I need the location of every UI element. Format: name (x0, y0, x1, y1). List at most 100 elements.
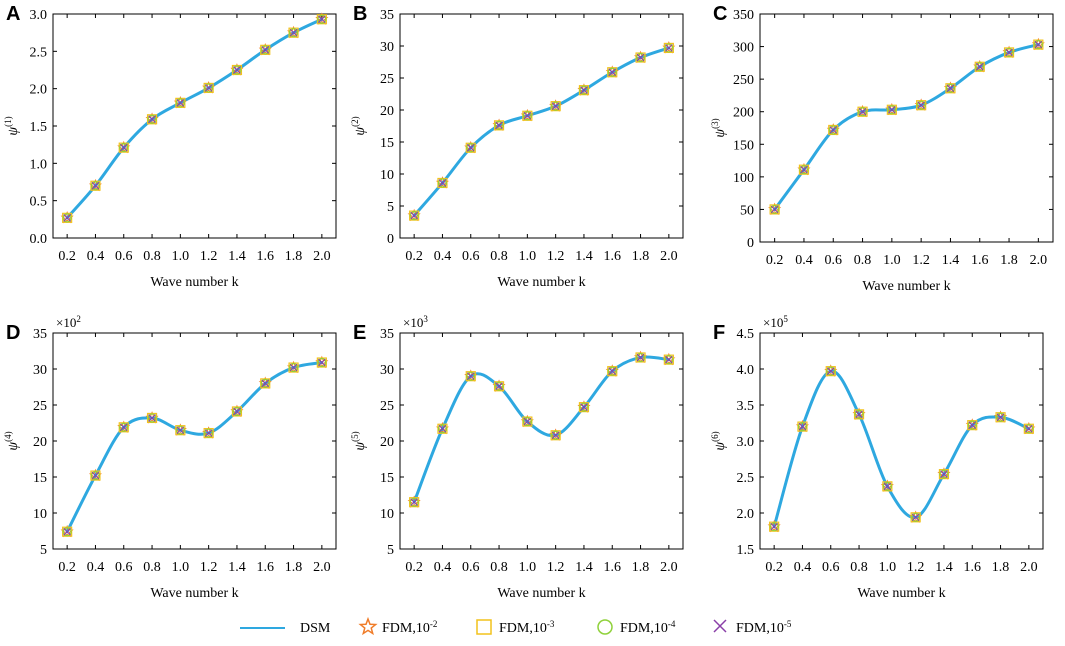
data-point-group (60, 524, 74, 538)
fdm-1e-4-circle-marker (494, 120, 504, 130)
y-tick-label: 30 (33, 363, 47, 378)
y-tick-label: 5 (387, 200, 394, 215)
fdm-1e-4-circle-marker (175, 98, 185, 108)
fdm-1e-5-cross-marker (495, 382, 503, 391)
plot-frame (399, 332, 684, 550)
x-tick-label: 0.6 (462, 249, 480, 264)
plot-frame (52, 13, 337, 239)
x-tick-label: 1.6 (964, 560, 982, 575)
data-point-group (577, 83, 591, 96)
data-point-group (973, 59, 987, 73)
fdm-1e-4-circle-marker (232, 406, 242, 417)
fdm-1e-5-cross-marker (975, 62, 984, 71)
data-point-group (634, 350, 648, 364)
y-tick-label: 2.0 (30, 83, 48, 98)
x-tick-label: 2.0 (313, 560, 331, 575)
fdm-1e-5-cross-marker (1005, 48, 1013, 57)
x-tick-label: 2.0 (1020, 560, 1038, 575)
y-tick-label: 20 (380, 104, 394, 119)
fdm-1e-4-circle-marker (551, 430, 561, 440)
x-tick-label: 1.4 (228, 560, 246, 575)
x-axis-label: Wave number k (150, 275, 238, 290)
fdm-1e-4-circle-marker (551, 101, 561, 111)
fdm-1e-5-cross-marker (770, 205, 779, 214)
fdm-1e-5-cross-marker (940, 470, 948, 478)
legend: DSM FDM,10-2 FDM,10-3 FDM,10-4 FDM,10-5 (240, 616, 792, 636)
y-tick-label: 10 (380, 168, 394, 183)
x-tick-label: 0.4 (795, 253, 813, 268)
fdm-1e-5-cross-marker (770, 522, 779, 531)
y-tick-label: 300 (733, 41, 754, 56)
fdm-1e-4-circle-marker (607, 67, 617, 77)
x-tick-label: 0.8 (850, 560, 868, 575)
fdm-1e-5-cross-marker (580, 86, 588, 95)
fdm-1e-5-cross-marker (798, 422, 807, 431)
axis-multiplier: ×105 (763, 314, 788, 330)
data-point-group (880, 479, 894, 492)
y-tick-label: 15 (33, 471, 47, 486)
data-point-group (287, 360, 301, 374)
fdm-1e-4-circle-marker (522, 416, 532, 427)
x-tick-label: 1.0 (172, 249, 190, 264)
x-tick-label: 1.8 (632, 560, 650, 575)
x-axis-label: Wave number k (497, 586, 585, 601)
y-tick-label: 1.5 (737, 543, 755, 558)
fdm-1e-5-cross-marker (664, 355, 673, 364)
chart-panel-e: E 5 10 15 20 25 30 35 0.2 0.4 0.6 0.8 1.0 1.2 1.4 1.6 1.… (350, 314, 684, 601)
x-axis-label: Wave number k (862, 279, 950, 294)
fdm-1e-4-circle-marker (1024, 424, 1034, 434)
fdm-1e-4-circle-marker (90, 181, 101, 191)
data-point-group (662, 352, 676, 366)
data-point-group (824, 364, 838, 377)
axis-multiplier: ×102 (56, 314, 81, 330)
fdm-1e-4-circle-marker (119, 143, 129, 153)
data-point-group (937, 467, 951, 480)
fdm-1e-4-circle-marker (828, 125, 838, 135)
fdm-1e-5-cross-marker (63, 213, 72, 222)
y-tick-label: 15 (380, 136, 394, 151)
fdm-1e-4-circle-marker (635, 352, 646, 363)
fdm-1e-4-circle-marker (664, 355, 674, 365)
y-tick-label: 0.0 (30, 232, 48, 247)
fdm-1e-4-circle-marker (204, 428, 214, 438)
data-point-group (634, 50, 648, 64)
panel-label: B (353, 3, 367, 25)
fdm-1e-5-cross-marker (289, 363, 298, 372)
y-tick-label: 10 (380, 507, 394, 522)
fdm-1e-4-circle-marker (857, 107, 868, 117)
data-point-group (943, 81, 957, 94)
legend-item-fdm-1e-5: FDM,10-5 (713, 619, 792, 636)
plot-frame (52, 332, 337, 550)
fdm-1e-5-cross-marker (466, 143, 475, 152)
data-point-group (856, 104, 870, 118)
y-tick-label: 0.5 (30, 195, 48, 210)
fdm-1e-5-cross-marker (551, 102, 560, 111)
data-point-group (202, 81, 216, 94)
fdm-1e-5-cross-marker (946, 84, 955, 93)
legend-item-fdm-1e-2: FDM,10-2 (358, 616, 437, 636)
data-point-group (605, 65, 619, 78)
data-point-group (202, 426, 216, 439)
fdm-1e-5-cross-marker (551, 431, 560, 440)
fdm-1e-5-cross-marker (855, 410, 863, 419)
fdm-1e-5-cross-marker (119, 143, 128, 152)
y-axis-label: ψ(5) (350, 431, 368, 450)
plot-frame (759, 13, 1054, 243)
chart-panel-c: C 0 50 100 150 200 250 300 350 0.2 0.4 0.6 0.8 1.0 1.2… (710, 3, 1054, 294)
x-tick-label: 2.0 (1030, 253, 1048, 268)
y-tick-label: 2.0 (737, 507, 755, 522)
fdm-1e-4-circle-marker (437, 424, 448, 434)
data-point-group (909, 510, 923, 523)
legend-label: FDM,10-5 (736, 619, 792, 636)
y-tick-label: 1.0 (30, 157, 48, 172)
fdm-1e-5-cross-marker (968, 421, 977, 430)
x-tick-label: 0.8 (143, 560, 161, 575)
fdm-1e-4-circle-marker (437, 178, 448, 188)
fdm-1e-4-circle-marker (119, 422, 129, 432)
fdm-1e-4-circle-marker (288, 362, 299, 373)
fdm-1e-4-circle-marker (317, 14, 327, 24)
x-tick-label: 0.2 (766, 253, 784, 268)
legend-label: FDM,10-3 (499, 619, 555, 636)
panels: A 0.0 0.5 1.0 1.5 2.0 2.5 3.0 0.2 0.4 0.6 0.8 1.0 1.2… (3, 3, 1054, 601)
y-tick-label: 20 (33, 435, 47, 450)
